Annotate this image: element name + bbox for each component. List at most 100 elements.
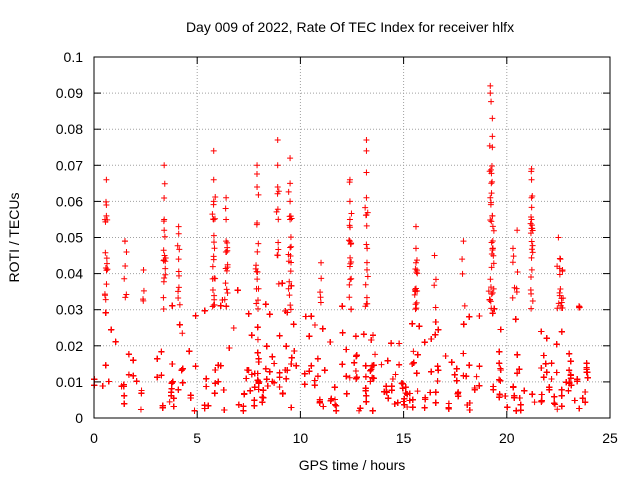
data-point (363, 398, 370, 405)
data-point (210, 239, 217, 246)
data-point (175, 295, 182, 302)
data-point (223, 216, 230, 223)
data-point (496, 360, 503, 367)
data-point (253, 171, 260, 178)
data-point (347, 276, 354, 283)
data-point (558, 386, 565, 393)
data-point (383, 388, 390, 395)
data-point (123, 248, 130, 255)
data-point (209, 211, 216, 218)
data-point (102, 309, 109, 316)
data-point (161, 275, 168, 282)
data-point (364, 245, 371, 252)
data-point (169, 302, 176, 309)
data-point (275, 239, 282, 246)
data-point (402, 384, 409, 391)
data-point (362, 281, 369, 288)
data-point (314, 355, 321, 362)
data-point (288, 354, 295, 361)
data-point (553, 341, 560, 348)
data-point (125, 351, 132, 358)
data-point (223, 194, 230, 201)
data-point (435, 367, 442, 374)
data-point (538, 328, 545, 335)
y-tick-label: 0.07 (56, 157, 83, 173)
data-point (582, 388, 589, 395)
data-point (363, 294, 370, 301)
data-point (413, 370, 420, 377)
data-point (459, 256, 466, 263)
data-point (362, 362, 369, 369)
data-point (162, 265, 169, 272)
data-point (274, 162, 281, 169)
data-point (551, 400, 558, 407)
data-point (509, 245, 516, 252)
data-point (540, 352, 547, 359)
data-point (254, 336, 261, 343)
data-point (409, 404, 416, 411)
data-point (396, 361, 403, 368)
data-point (353, 353, 360, 360)
data-point (160, 294, 167, 301)
data-point (275, 246, 282, 253)
data-point (276, 383, 283, 390)
data-point (179, 365, 186, 372)
data-point (412, 245, 419, 252)
data-point (555, 234, 562, 241)
data-point (527, 220, 534, 227)
data-point (538, 391, 545, 398)
data-point (363, 241, 370, 248)
data-point (414, 351, 421, 358)
data-point (276, 332, 283, 339)
data-point (274, 252, 281, 259)
data-point (254, 370, 261, 377)
data-point (489, 289, 496, 296)
data-point (529, 391, 536, 398)
data-point (168, 389, 175, 396)
data-point (318, 259, 325, 266)
data-point (191, 407, 198, 414)
data-point (130, 357, 137, 364)
data-point (317, 294, 324, 301)
data-point (378, 361, 385, 368)
data-point (451, 371, 458, 378)
data-point (254, 220, 261, 227)
data-point (333, 402, 340, 409)
data-point (287, 252, 294, 259)
y-tick-label: 0.04 (56, 266, 83, 282)
data-point (348, 275, 355, 282)
data-point (248, 332, 255, 339)
data-point (351, 359, 358, 366)
data-point (103, 255, 110, 262)
data-point (476, 382, 483, 389)
data-point (546, 386, 553, 393)
data-point (362, 373, 369, 380)
data-point (316, 396, 323, 403)
data-point (327, 397, 334, 404)
data-point (266, 368, 273, 375)
data-point (287, 213, 294, 220)
data-point (528, 238, 535, 245)
data-point (566, 350, 573, 357)
data-point (353, 352, 360, 359)
data-point (496, 391, 503, 398)
data-point (363, 194, 370, 201)
data-point (306, 368, 313, 375)
data-point (287, 198, 294, 205)
data-point (343, 390, 350, 397)
data-point (528, 290, 535, 297)
data-point (406, 390, 413, 397)
data-point (396, 340, 403, 347)
data-point (401, 395, 408, 402)
data-point (263, 343, 270, 350)
data-point (528, 246, 535, 253)
data-point (476, 313, 483, 320)
data-point (346, 374, 353, 381)
data-point (453, 365, 460, 372)
data-point (364, 273, 371, 280)
data-point (287, 306, 294, 313)
data-point (509, 294, 516, 301)
data-point (551, 393, 558, 400)
data-point (369, 362, 376, 369)
